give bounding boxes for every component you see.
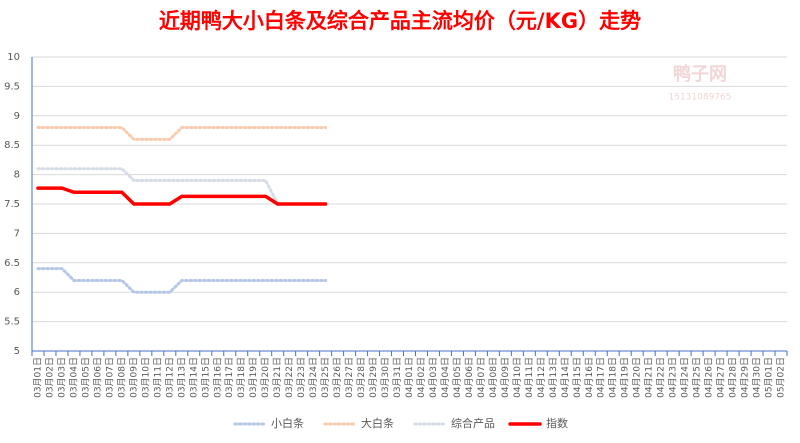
y-tick-label: 6 bbox=[14, 287, 20, 298]
x-tick-label: 04月17日 bbox=[596, 357, 607, 398]
x-tick-label: 03月30日 bbox=[380, 357, 391, 398]
y-tick-label: 5 bbox=[14, 346, 20, 357]
x-tick-label: 03月05日 bbox=[80, 357, 91, 398]
x-tick-label: 04月02日 bbox=[416, 357, 427, 398]
x-tick-label: 03月04日 bbox=[68, 357, 79, 398]
series-line bbox=[36, 186, 328, 206]
legend-label: 大白条 bbox=[361, 416, 394, 430]
legend-label: 小白条 bbox=[271, 416, 304, 430]
x-tick-label: 03月17日 bbox=[224, 357, 235, 398]
x-tick-label: 03月31日 bbox=[392, 357, 403, 398]
legend-label: 指数 bbox=[546, 416, 568, 430]
x-tick-label: 03月15日 bbox=[200, 357, 211, 398]
x-tick-label: 04月01日 bbox=[404, 357, 415, 398]
x-tick-label: 03月16日 bbox=[212, 357, 223, 398]
x-tick-label: 04月08日 bbox=[488, 357, 499, 398]
x-tick-label: 03月28日 bbox=[356, 357, 367, 398]
x-tick-label: 03月14日 bbox=[188, 357, 199, 398]
x-tick-label: 03月23日 bbox=[296, 357, 307, 398]
x-tick-label: 04月20日 bbox=[632, 357, 643, 398]
x-tick-label: 04月04日 bbox=[440, 357, 451, 398]
y-tick-label: 8 bbox=[14, 170, 20, 181]
x-tick-label: 03月25日 bbox=[320, 357, 331, 398]
x-tick-label: 04月27日 bbox=[716, 357, 727, 398]
x-tick-label: 03月08日 bbox=[116, 357, 127, 398]
x-tick-label: 03月22日 bbox=[284, 357, 295, 398]
x-tick-label: 04月06日 bbox=[464, 357, 475, 398]
x-tick-label: 04月29日 bbox=[740, 357, 751, 398]
x-tick-label: 04月09日 bbox=[500, 357, 511, 398]
chart-title: 近期鸭大小白条及综合产品主流均价（元/KG）走势 bbox=[159, 9, 641, 33]
watermark-phone: 15131089765 bbox=[669, 93, 732, 103]
y-tick-label: 6.5 bbox=[4, 258, 20, 269]
x-tick-label: 04月28日 bbox=[728, 357, 739, 398]
x-tick-label: 04月14日 bbox=[560, 357, 571, 398]
x-tick-label: 04月23日 bbox=[668, 357, 679, 398]
y-tick-label: 9 bbox=[14, 111, 20, 122]
x-tick-label: 03月01日 bbox=[32, 357, 43, 398]
y-tick-label: 10 bbox=[7, 52, 20, 63]
x-tick-label: 03月27日 bbox=[344, 357, 355, 398]
x-tick-label: 03月02日 bbox=[44, 357, 55, 398]
x-tick-label: 03月29日 bbox=[368, 357, 379, 398]
x-tick-label: 04月16日 bbox=[584, 357, 595, 398]
x-tick-label: 04月07日 bbox=[476, 357, 487, 398]
x-tick-label: 03月21日 bbox=[272, 357, 283, 398]
x-tick-label: 04月26日 bbox=[704, 357, 715, 398]
x-tick-label: 03月12日 bbox=[164, 357, 175, 398]
y-tick-label: 7 bbox=[14, 228, 20, 239]
x-tick-label: 03月19日 bbox=[248, 357, 259, 398]
x-tick-label: 04月12日 bbox=[536, 357, 547, 398]
x-tick-label: 04月05日 bbox=[452, 357, 463, 398]
x-tick-label: 03月11日 bbox=[152, 357, 163, 398]
x-tick-label: 04月21日 bbox=[644, 357, 655, 398]
y-tick-label: 7.5 bbox=[4, 199, 20, 210]
x-tick-label: 03月13日 bbox=[176, 357, 187, 398]
x-tick-label: 03月03日 bbox=[56, 357, 67, 398]
x-tick-label: 04月15日 bbox=[572, 357, 583, 398]
x-tick-label: 03月07日 bbox=[104, 357, 115, 398]
x-tick-label: 03月06日 bbox=[92, 357, 103, 398]
x-tick-label: 03月20日 bbox=[260, 357, 271, 398]
x-tick-label: 04月19日 bbox=[620, 357, 631, 398]
x-tick-label: 03月24日 bbox=[308, 357, 319, 398]
x-tick-label: 04月10日 bbox=[512, 357, 523, 398]
x-tick-label: 03月10日 bbox=[140, 357, 151, 398]
x-tick-label: 04月03日 bbox=[428, 357, 439, 398]
x-tick-label: 04月24日 bbox=[680, 357, 691, 398]
legend-label: 综合产品 bbox=[451, 416, 495, 430]
x-tick-label: 04月22日 bbox=[656, 357, 667, 398]
x-tick-label: 04月30日 bbox=[752, 357, 763, 398]
y-tick-label: 5.5 bbox=[4, 317, 20, 328]
x-tick-label: 05月02日 bbox=[776, 357, 787, 398]
series-line bbox=[36, 167, 328, 206]
x-tick-label: 03月26日 bbox=[332, 357, 343, 398]
x-tick-label: 03月18日 bbox=[236, 357, 247, 398]
series-line bbox=[36, 126, 328, 141]
x-tick-label: 04月11日 bbox=[524, 357, 535, 398]
x-tick-label: 04月18日 bbox=[608, 357, 619, 398]
x-tick-label: 03月09日 bbox=[128, 357, 139, 398]
watermark: 鸭子网 bbox=[673, 63, 727, 85]
x-tick-label: 04月25日 bbox=[692, 357, 703, 398]
x-tick-label: 04月13日 bbox=[548, 357, 559, 398]
x-tick-label: 05月01日 bbox=[764, 357, 775, 398]
series-line bbox=[36, 267, 328, 294]
y-tick-label: 9.5 bbox=[4, 81, 20, 92]
y-tick-label: 8.5 bbox=[4, 140, 20, 151]
